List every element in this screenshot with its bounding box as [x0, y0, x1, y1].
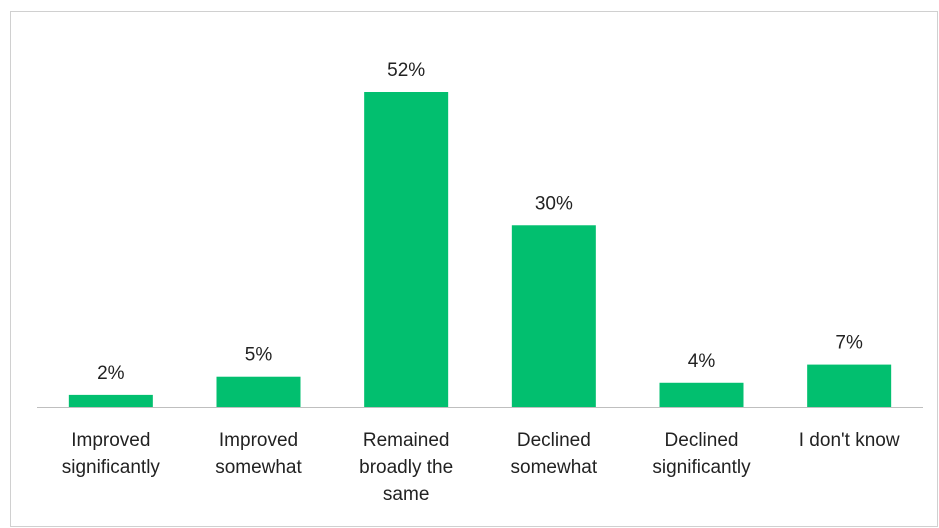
bar	[68, 394, 153, 407]
data-label: 30%	[535, 193, 573, 214]
bar	[216, 376, 301, 407]
data-label: 5%	[245, 345, 273, 366]
x-tick-label: Declined somewhat	[510, 430, 598, 478]
data-label: 2%	[97, 363, 125, 384]
bar	[807, 364, 892, 407]
x-tick-label: I don't know	[798, 430, 900, 451]
bar	[511, 225, 596, 407]
x-tick-label: Declined significantly	[652, 430, 751, 478]
x-tick-label: Remained broadly the same	[359, 430, 454, 505]
bar	[659, 382, 744, 407]
x-tick-label: Improved somewhat	[215, 430, 302, 478]
data-label: 7%	[835, 333, 863, 354]
chart-border	[10, 11, 938, 527]
data-label: 52%	[387, 60, 425, 81]
bar	[364, 92, 449, 407]
x-tick-label: Improved significantly	[61, 430, 160, 478]
data-label: 4%	[688, 351, 716, 372]
